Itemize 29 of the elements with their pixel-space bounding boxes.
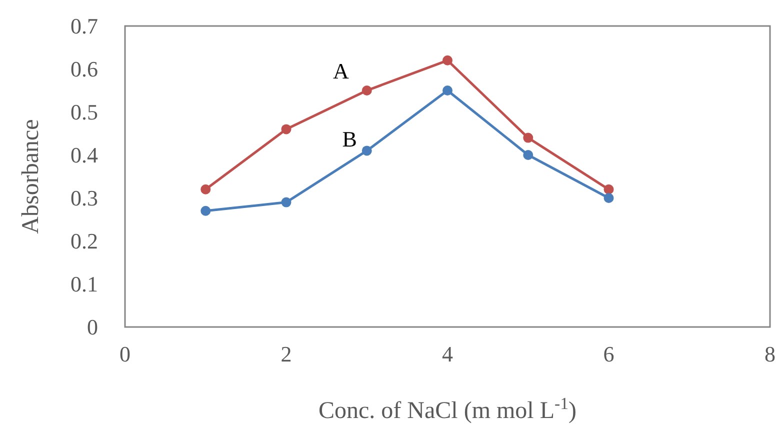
x-tick-label: 0	[120, 342, 130, 367]
y-axis-title: Absorbance	[18, 119, 44, 234]
y-tick-label: 0.5	[70, 100, 98, 125]
y-tick-label: 0.2	[70, 228, 98, 254]
point	[523, 150, 534, 160]
point	[200, 206, 211, 216]
point	[362, 146, 372, 156]
point	[442, 86, 452, 96]
x-axis-title: Conc. of NaCl (m mol L$^{-1}$)	[318, 394, 576, 424]
y-tick-label: 0	[87, 314, 98, 340]
x-tick-label: 2	[280, 342, 292, 367]
point	[604, 193, 614, 203]
y-tick-label: 0.6	[70, 56, 98, 82]
y-tick-label: 0.4	[70, 142, 98, 168]
point	[281, 124, 292, 134]
point	[362, 86, 372, 96]
series-label: B	[342, 126, 357, 152]
point	[200, 184, 211, 194]
point	[604, 184, 614, 194]
y-tick-label: 0.1	[70, 272, 98, 297]
point	[442, 55, 452, 66]
y-tick-label: 0.3	[70, 186, 98, 211]
x-tick-label: 6	[603, 342, 614, 367]
x-tick-label: 4	[442, 342, 453, 367]
x-tick-label: 8	[764, 342, 776, 367]
point	[523, 132, 534, 143]
y-tick-label: 0.7	[70, 14, 98, 39]
point	[281, 197, 292, 208]
series-label: A	[332, 58, 349, 84]
